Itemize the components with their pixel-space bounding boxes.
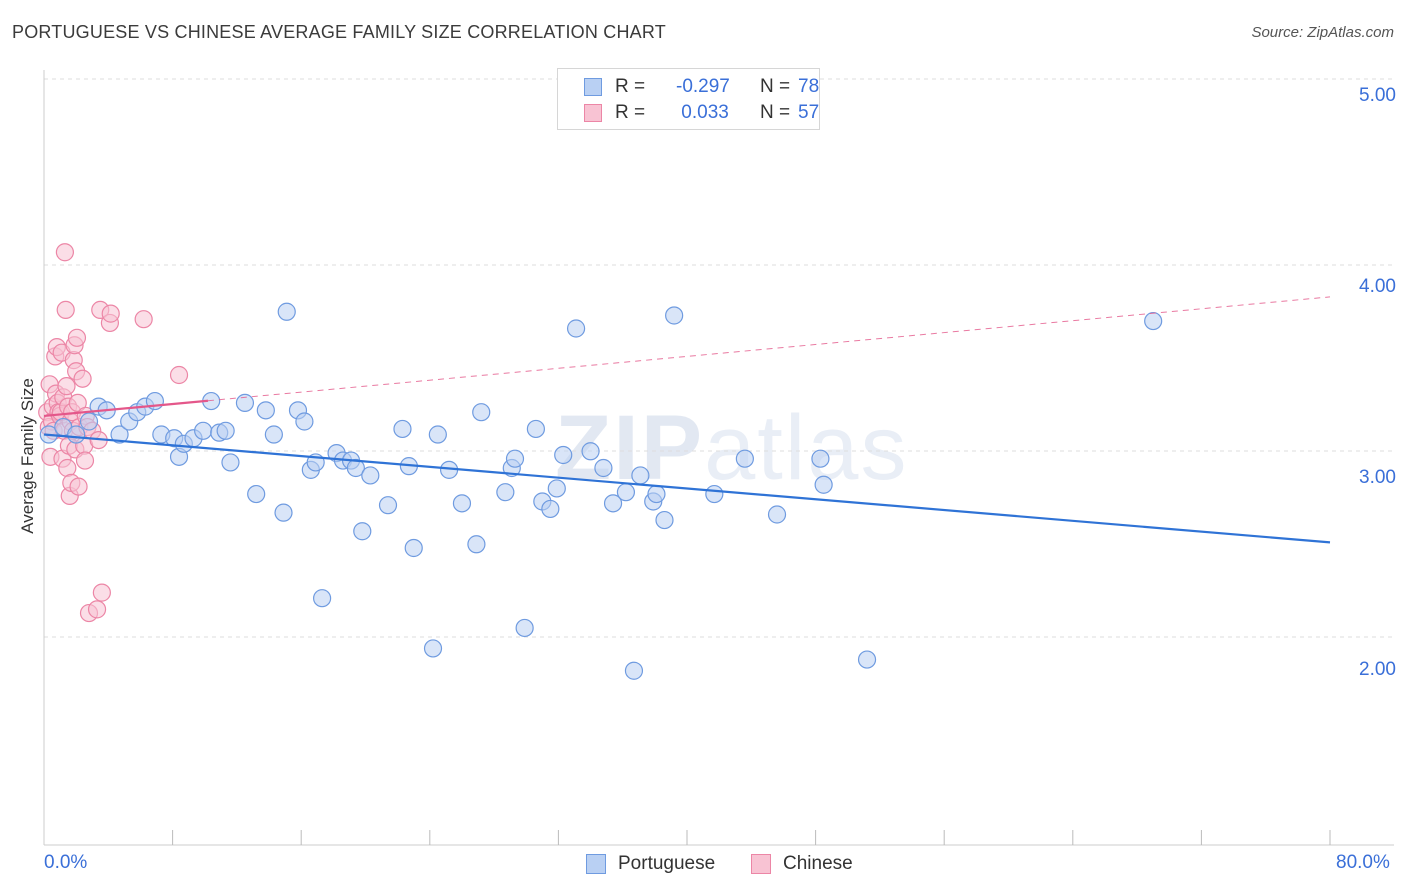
chinese-point — [134, 310, 153, 329]
portuguese-point — [423, 639, 443, 658]
legend-swatch-chinese — [584, 104, 602, 122]
portuguese-point — [616, 483, 636, 502]
chinese-point — [67, 328, 87, 347]
chinese-point — [92, 583, 111, 602]
portuguese-point — [496, 483, 515, 502]
portuguese-point — [624, 661, 644, 680]
portuguese-point — [194, 421, 213, 440]
portuguese-point — [404, 538, 423, 558]
x-tick-label-min: 0.0% — [44, 852, 88, 873]
chinese-point — [58, 458, 77, 478]
watermark-rest: atlas — [704, 397, 909, 499]
chart-title: PORTUGUESE VS CHINESE AVERAGE FAMILY SIZ… — [12, 22, 666, 42]
portuguese-point — [526, 419, 545, 439]
legend-r-label: R = — [615, 76, 646, 97]
portuguese-point — [705, 484, 724, 504]
portuguese-point — [67, 425, 86, 444]
y-tick-label-3: 3.00 — [1359, 467, 1396, 488]
portuguese-point — [221, 453, 240, 472]
chinese-point — [57, 377, 76, 396]
portuguese-point — [79, 412, 99, 431]
watermark-bold: ZIP — [555, 397, 705, 499]
portuguese-trend-line — [43, 433, 1331, 544]
portuguese-point — [378, 496, 398, 515]
portuguese-point — [631, 466, 650, 485]
portuguese-point — [603, 494, 623, 513]
portuguese-point — [581, 442, 600, 461]
portuguese-point — [256, 401, 275, 420]
portuguese-point — [735, 449, 754, 468]
legend-r-label: R = — [615, 102, 646, 123]
legend-r-value: -0.297 — [676, 76, 730, 97]
portuguese-point — [655, 510, 674, 530]
chart-source: Source: ZipAtlas.com — [1251, 24, 1394, 41]
chinese-point — [75, 451, 95, 470]
chinese-point — [69, 477, 88, 496]
watermark: ZIPatlas — [555, 396, 908, 501]
x-tick-label-max: 80.0% — [1336, 852, 1390, 873]
portuguese-point — [594, 458, 613, 478]
portuguese-point — [452, 494, 472, 513]
portuguese-point — [247, 484, 266, 504]
portuguese-point — [554, 445, 573, 465]
portuguese-point — [235, 393, 255, 412]
portuguese-point — [515, 618, 534, 638]
y-tick-label-5: 5.00 — [1359, 85, 1396, 106]
portuguese-point — [566, 319, 586, 338]
portuguese-point — [647, 484, 666, 504]
portuguese-point — [857, 650, 877, 669]
portuguese-point — [547, 479, 566, 498]
portuguese-point — [767, 505, 787, 524]
portuguese-point — [428, 425, 447, 444]
chinese-point — [73, 369, 92, 388]
portuguese-point — [110, 425, 129, 444]
y-tick-label-2: 2.00 — [1359, 659, 1396, 680]
chinese-trend-line-dashed — [207, 296, 1331, 402]
correlation-legend: R = -0.297 N = 78 R = 0.033 N = 57 — [557, 68, 820, 130]
bottom-legend-label-portuguese: Portuguese — [618, 853, 716, 874]
chinese-trend-line-solid — [43, 399, 209, 418]
portuguese-point — [274, 503, 293, 522]
portuguese-point — [1144, 311, 1163, 331]
y-tick-label-4: 4.00 — [1359, 276, 1396, 297]
portuguese-point — [814, 475, 833, 494]
portuguese-point — [277, 302, 296, 321]
legend-n-value: 78 — [798, 76, 820, 97]
chinese-point — [87, 600, 107, 619]
legend-r-value: 0.033 — [676, 102, 729, 123]
portuguese-point — [393, 419, 412, 439]
bottom-legend-label-chinese: Chinese — [783, 853, 853, 874]
chinese-point — [55, 243, 74, 262]
portuguese-point — [346, 458, 365, 478]
portuguese-point — [216, 421, 235, 440]
portuguese-point — [264, 425, 283, 444]
chinese-point — [101, 304, 120, 323]
portuguese-point — [467, 535, 486, 554]
portuguese-point — [361, 466, 380, 485]
portuguese-point — [505, 449, 525, 468]
chinese-point — [169, 365, 189, 385]
portuguese-point — [541, 499, 560, 519]
portuguese-point — [312, 589, 332, 608]
portuguese-point — [353, 522, 372, 541]
y-axis-label: Average Family Size — [18, 378, 37, 534]
legend-swatch-portuguese — [584, 78, 602, 96]
portuguese-point — [295, 412, 314, 431]
chinese-point — [68, 393, 87, 412]
portuguese-point — [665, 306, 684, 325]
portuguese-point — [811, 449, 830, 468]
legend-n-value: 57 — [798, 102, 820, 123]
legend-n-label: N = — [760, 102, 791, 123]
legend-n-label: N = — [760, 76, 791, 97]
portuguese-point — [472, 403, 491, 422]
bottom-legend-swatch-portuguese — [586, 854, 606, 874]
chinese-point — [56, 300, 75, 319]
bottom-legend-swatch-chinese — [751, 854, 771, 874]
